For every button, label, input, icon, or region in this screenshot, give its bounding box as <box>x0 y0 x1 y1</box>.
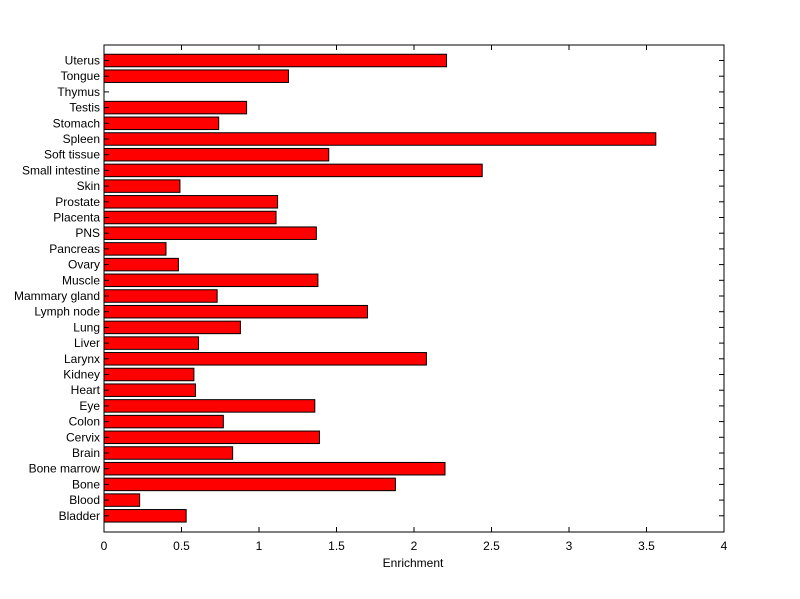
y-tick-label: Placenta <box>53 211 100 225</box>
y-tick-label: Brain <box>72 446 100 460</box>
y-tick-label: Skin <box>77 179 100 193</box>
y-tick-label: Kidney <box>63 368 100 382</box>
y-tick-label: Soft tissue <box>44 148 100 162</box>
bar-lung <box>103 320 241 335</box>
y-tick-label: Spleen <box>63 132 100 146</box>
y-tick-label: Blood <box>69 493 100 507</box>
bar-liver <box>103 336 200 350</box>
x-tick-label: 0 <box>101 539 108 553</box>
y-tick-label: Eye <box>79 399 100 413</box>
y-tick-label: Muscle <box>62 273 100 287</box>
bar-eye <box>103 399 316 413</box>
y-tick-label: Lung <box>73 320 100 334</box>
bar-larynx <box>103 352 427 366</box>
x-tick-label: 3 <box>566 539 573 553</box>
y-tick-label: PNS <box>75 226 100 240</box>
x-tick-label: 0.5 <box>173 539 190 553</box>
y-tick-label: Bone marrow <box>29 462 101 476</box>
bar-blood <box>103 493 141 507</box>
y-tick-label: Ovary <box>68 258 100 272</box>
bar-pns <box>103 226 317 240</box>
bar-soft-tissue <box>103 147 330 162</box>
y-tick-label: Bone <box>72 477 100 491</box>
x-tick-label: 4 <box>721 539 728 553</box>
bar-lymph-node <box>103 304 368 319</box>
ticks-group <box>103 45 725 532</box>
x-axis-label: Enrichment <box>383 556 444 570</box>
bar-uterus <box>103 53 448 68</box>
bar-placenta <box>103 210 277 225</box>
bar-spleen <box>103 132 657 146</box>
x-tick-label: 1 <box>256 539 263 553</box>
y-tick-label: Tongue <box>61 69 101 83</box>
y-tick-label: Prostate <box>55 195 100 209</box>
bar-pancreas <box>103 242 167 256</box>
bar-heart <box>103 383 196 397</box>
x-tick-label: 3.5 <box>638 539 655 553</box>
bar-bladder <box>103 509 187 523</box>
y-tick-label: Mammary gland <box>14 289 100 303</box>
y-tick-label: Testis <box>69 101 100 115</box>
bar-bone-marrow <box>103 461 446 476</box>
bar-small-intestine <box>103 163 483 178</box>
y-tick-label: Thymus <box>57 85 100 99</box>
bar-testis <box>103 100 248 115</box>
bar-brain <box>103 446 234 460</box>
y-tick-label: Liver <box>74 336 100 350</box>
y-tick-label: Lymph node <box>34 305 100 319</box>
bar-muscle <box>103 273 319 288</box>
y-tick-label: Heart <box>71 383 101 397</box>
y-tick-label: Bladder <box>59 509 100 523</box>
y-tick-label: Pancreas <box>49 242 100 256</box>
x-tick-label: 1.5 <box>328 539 345 553</box>
y-tick-label: Stomach <box>53 116 100 130</box>
bar-ovary <box>103 257 179 272</box>
y-tick-label: Larynx <box>64 352 100 366</box>
bar-cervix <box>103 430 320 445</box>
bar-kidney <box>103 367 195 382</box>
bar-mammary-gland <box>103 289 218 303</box>
bar-colon <box>103 414 224 429</box>
x-tick-label: 2 <box>411 539 418 553</box>
y-tick-label: Cervix <box>66 430 100 444</box>
y-tick-label: Small intestine <box>22 163 100 177</box>
bar-stomach <box>103 116 220 131</box>
bar-tongue <box>103 69 289 83</box>
bar-skin <box>103 179 181 193</box>
x-tick-label: 2.5 <box>483 539 500 553</box>
y-tick-label: Colon <box>69 415 100 429</box>
axes-frame <box>103 44 725 533</box>
y-tick-label: Uterus <box>65 54 100 68</box>
bar-prostate <box>103 195 279 209</box>
bar-bone <box>103 477 396 492</box>
